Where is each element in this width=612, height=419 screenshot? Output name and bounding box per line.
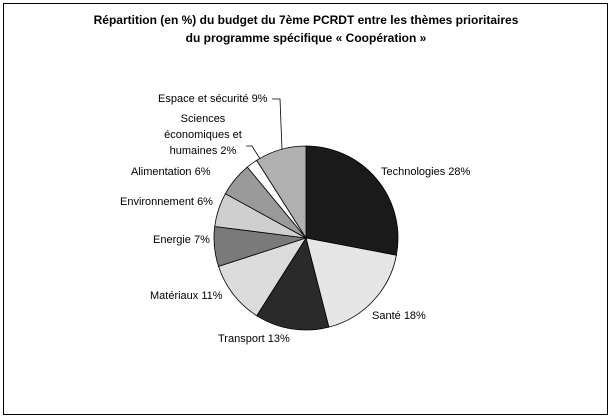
pie-slice [256,145,307,240]
value-label: 2% [220,145,237,157]
value-label: 6% [194,166,211,178]
data-label: Santé 18% [372,308,426,324]
data-label: Energie 7% [153,232,210,248]
value-label: 18% [403,310,426,322]
category-label: Santé [372,310,401,322]
data-label: Transport 13% [218,331,290,347]
data-label: Alimentation 6% [131,164,211,180]
category-label: Technologies [381,166,446,178]
data-label: Matériaux 11% [150,288,223,304]
value-label: 6% [197,196,213,208]
value-label: 28% [448,166,471,178]
pie-slice [305,237,397,328]
value-label: 13% [267,333,290,345]
category-label: Energie [153,234,191,246]
chart-title: Répartition (en %) du budget du 7ème PCR… [93,13,519,27]
value-label: 11% [201,290,223,302]
value-label: 7% [193,234,210,246]
data-label: Environnement 6% [120,194,213,210]
category-label: Matériaux [150,290,199,302]
category-label: Environnement [120,196,194,208]
category-label: Sciences économiques et humaines [164,113,242,157]
data-label: Espace et sécurité 9% [158,91,267,107]
value-label: 9% [251,93,268,105]
category-label: Transport [218,333,265,345]
pie-slice [256,237,330,331]
data-label: Technologies 28% [381,164,470,180]
leader-line [272,98,283,151]
category-label: Espace et sécurité [158,93,249,105]
leader-line [246,145,263,163]
category-label: Alimentation [131,166,192,178]
chart-title: du programme spécifique « Coopération » [185,31,427,45]
data-label: Sciences économiques et humaines 2% [160,111,246,159]
pie-slice [305,145,399,256]
frame [3,3,608,415]
